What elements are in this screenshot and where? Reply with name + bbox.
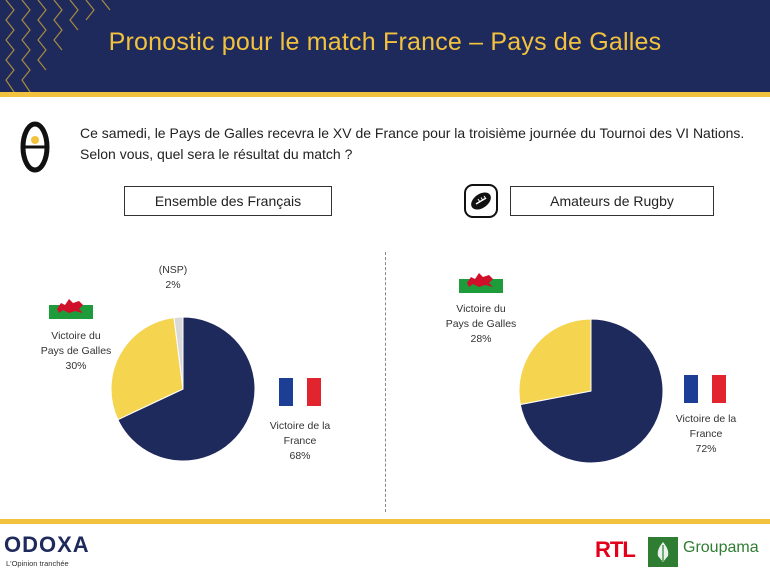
slice-france xyxy=(117,316,256,462)
label-left-wales-value: 30% xyxy=(65,360,87,372)
label-right-wales-line2: Pays de Galles xyxy=(445,318,517,330)
slice-wales xyxy=(110,317,184,421)
footer-stripe xyxy=(0,519,770,524)
slice-france xyxy=(519,318,664,464)
odoxa-question-icon xyxy=(20,121,50,173)
label-right-france: Victoire de la France 72% xyxy=(664,412,748,457)
label-left-wales-line2: Pays de Galles xyxy=(40,345,112,357)
odoxa-tagline: L'Opinion tranchée xyxy=(6,559,69,568)
label-right-wales-line1: Victoire du xyxy=(456,303,506,315)
header-stripe xyxy=(0,92,770,97)
page-title: Pronostic pour le match France – Pays de… xyxy=(108,28,662,56)
header-pattern xyxy=(5,0,111,92)
label-left-france-line1: Victoire de la xyxy=(269,420,331,432)
rugby-ball-icon xyxy=(464,184,498,218)
label-right-france-value: 72% xyxy=(695,443,717,455)
rtl-logo: RTL xyxy=(595,537,636,562)
label-left-wales: Victoire du Pays de Galles 30% xyxy=(34,329,118,374)
groupama-logo-icon xyxy=(648,537,678,567)
france-flag-icon xyxy=(684,375,726,403)
france-flag-icon xyxy=(279,378,321,406)
divider xyxy=(385,252,386,512)
label-nsp: (NSP) 2% xyxy=(150,263,196,293)
label-left-france: Victoire de la France 68% xyxy=(258,419,342,464)
label-right-wales-value: 28% xyxy=(470,333,492,345)
question-text: Ce samedi, le Pays de Galles recevra le … xyxy=(80,125,745,162)
wales-flag-icon xyxy=(49,291,93,319)
slice-wales xyxy=(518,318,592,406)
label-nsp-name: (NSP) xyxy=(158,264,188,276)
group-box-all-french: Ensemble des Français xyxy=(124,186,332,216)
pie-chart-rugby-fans xyxy=(518,318,664,464)
label-nsp-value: 2% xyxy=(165,279,181,291)
group-box-rugby-fans: Amateurs de Rugby xyxy=(510,186,714,216)
odoxa-logo: ODOXA xyxy=(4,532,90,557)
label-left-wales-line1: Victoire du xyxy=(51,330,101,342)
header-banner: Pronostic pour le match France – Pays de… xyxy=(0,0,770,92)
slice-nsp xyxy=(173,316,184,390)
label-right-wales: Victoire du Pays de Galles 28% xyxy=(438,302,524,347)
label-left-france-value: 68% xyxy=(289,450,311,462)
label-right-france-line1: Victoire de la xyxy=(675,413,737,425)
pie-chart-all-french xyxy=(110,316,256,462)
groupama-logo: Groupama xyxy=(683,539,759,556)
label-left-france-line2: France xyxy=(283,435,317,447)
wales-flag-icon xyxy=(459,265,503,293)
label-right-france-line2: France xyxy=(689,428,723,440)
